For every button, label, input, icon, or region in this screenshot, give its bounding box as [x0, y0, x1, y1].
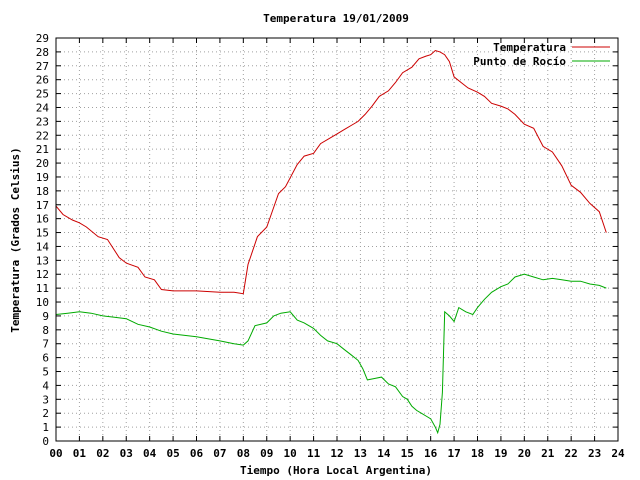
x-tick-label: 04: [143, 447, 157, 460]
x-tick-label: 00: [49, 447, 62, 460]
x-tick-label: 22: [565, 447, 578, 460]
x-tick-label: 02: [96, 447, 109, 460]
legend-label-punto-de-rocio: Punto de Rocío: [473, 55, 566, 68]
chart-title: Temperatura 19/01/2009: [263, 12, 409, 25]
y-tick-label: 8: [42, 324, 49, 337]
y-tick-label: 11: [36, 282, 49, 295]
y-tick-label: 21: [36, 143, 49, 156]
y-tick-label: 13: [36, 254, 49, 267]
x-tick-label: 10: [284, 447, 297, 460]
x-tick-label: 03: [120, 447, 133, 460]
y-tick-label: 16: [36, 213, 49, 226]
x-tick-label: 13: [354, 447, 367, 460]
x-tick-label: 18: [471, 447, 484, 460]
x-tick-label: 01: [73, 447, 87, 460]
y-tick-label: 17: [36, 199, 49, 212]
plot-series: [55, 49, 607, 435]
y-tick-label: 26: [36, 74, 49, 87]
x-axis-label: Tiempo (Hora Local Argentina): [240, 464, 432, 477]
x-tick-label: 17: [447, 447, 460, 460]
x-tick-label: 05: [166, 447, 179, 460]
y-tick-label: 25: [36, 88, 49, 101]
y-tick-label: 29: [36, 32, 49, 45]
y-tick-label: 7: [42, 338, 49, 351]
y-tick-label: 23: [36, 115, 49, 128]
y-axis-label: Temperatura (Grados Celsius): [9, 147, 22, 332]
x-tick-label: 06: [190, 447, 204, 460]
x-tick-label: 08: [237, 447, 250, 460]
x-tick-label: 23: [588, 447, 601, 460]
y-tick-label: 9: [42, 310, 49, 323]
x-tick-label: 07: [213, 447, 226, 460]
series-line-temperatura: [55, 49, 607, 295]
y-tick-label: 24: [36, 101, 50, 114]
x-tick-label: 20: [518, 447, 531, 460]
y-tick-label: 20: [36, 157, 49, 170]
y-tick-label: 28: [36, 46, 49, 59]
y-tick-label: 0: [42, 435, 49, 448]
legend: Temperatura Punto de Rocío: [473, 41, 610, 68]
y-tick-label: 5: [42, 366, 49, 379]
x-axis: 00 01 02 03 04 05 06 07 08 09 10 11 12 13 14 15 16 17 18 19…: [49, 38, 625, 460]
y-tick-label: 2: [42, 407, 49, 420]
y-tick-label: 6: [42, 352, 49, 365]
x-tick-label: 12: [330, 447, 343, 460]
plot-frame: [55, 37, 619, 442]
x-tick-label: 15: [401, 447, 414, 460]
x-tick-label: 16: [424, 447, 438, 460]
y-tick-label: 1: [42, 421, 49, 434]
y-tick-label: 18: [36, 185, 49, 198]
series-line-punto-de-rocio: [55, 273, 607, 435]
y-tick-label: 4: [42, 379, 49, 392]
x-tick-label: 14: [377, 447, 391, 460]
x-tick-label: 19: [494, 447, 507, 460]
y-tick-label: 10: [36, 296, 49, 309]
y-axis: 0123456789101112131415161718192021222324…: [36, 32, 618, 448]
y-tick-label: 19: [36, 171, 49, 184]
x-tick-label: 24: [611, 447, 625, 460]
x-tick-label: 11: [307, 447, 321, 460]
y-tick-label: 14: [36, 240, 50, 253]
y-tick-label: 27: [36, 60, 49, 73]
x-tick-label: 21: [541, 447, 555, 460]
legend-label-temperatura: Temperatura: [493, 41, 566, 54]
grid-lines: [56, 38, 618, 441]
y-tick-label: 12: [36, 268, 49, 281]
x-tick-label: 09: [260, 447, 273, 460]
y-tick-label: 3: [42, 393, 49, 406]
y-tick-label: 15: [36, 227, 49, 240]
y-tick-label: 22: [36, 129, 49, 142]
